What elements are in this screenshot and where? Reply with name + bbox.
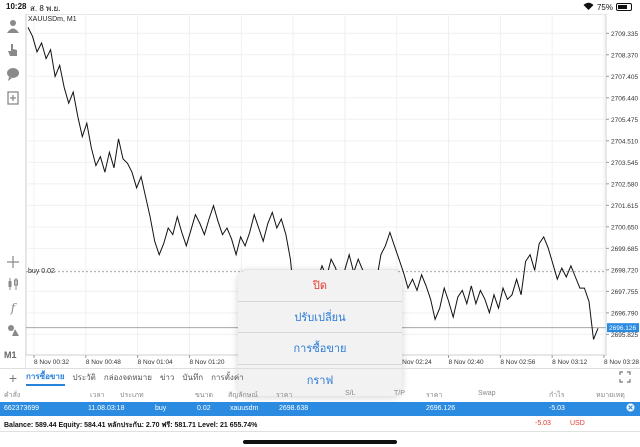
buy-line-label: buy 0.02 <box>28 268 55 275</box>
x-tick-label: 8 Nov 02:40 <box>449 359 484 366</box>
account-summary: Balance: 589.44 Equity: 584.41 หลักประกั… <box>0 416 640 432</box>
timeframe-label[interactable]: M1 <box>4 350 17 360</box>
col-order: คำสั่ง <box>4 392 21 399</box>
wifi-icon <box>583 2 594 12</box>
row-price: 2698.638 <box>279 405 309 412</box>
add-tab-button[interactable]: + <box>8 369 18 386</box>
row-size: 0.02 <box>197 405 211 412</box>
price-chart[interactable]: 2709.335 2708.370 2707.405 2706.440 2705.475… <box>26 14 640 368</box>
y-tick-label: 2707.405 <box>611 74 638 81</box>
x-tick-label: 8 Nov 00:48 <box>86 359 121 366</box>
col-symbol: สัญลักษณ์ <box>228 392 258 399</box>
x-tick-label: 8 Nov 03:28 <box>604 359 639 366</box>
close-position-button[interactable]: ปิด <box>238 270 402 302</box>
y-tick-label: 2699.685 <box>611 246 638 253</box>
x-tick-label: 8 Nov 01:04 <box>138 359 173 366</box>
chart-svg: 2709.335 2708.370 2707.405 2706.440 2705.475… <box>26 14 639 366</box>
total-profit: -5.03 <box>535 420 551 427</box>
chat-icon[interactable] <box>5 66 21 82</box>
chart-symbol-label: XAUUSDm, M1 <box>28 16 77 23</box>
add-document-icon[interactable] <box>5 90 21 106</box>
table-header: คำสั่ง เวลา ประเภท ขนาด สัญลักษณ์ ราคา S… <box>0 386 640 402</box>
status-right: 75% <box>583 2 632 12</box>
objects-icon[interactable] <box>5 322 21 338</box>
function-icon[interactable]: f <box>10 301 16 315</box>
status-date: ส. 8 พ.ย. <box>30 4 61 13</box>
tab-mailbox[interactable]: กล่องจดหมาย <box>103 373 152 382</box>
y-tick-label: 2708.370 <box>611 52 638 59</box>
candles-icon[interactable] <box>5 276 21 292</box>
x-tick-label: 8 Nov 02:56 <box>500 359 535 366</box>
expand-icon[interactable] <box>618 371 632 385</box>
col-note: หมายเหตุ <box>596 392 625 399</box>
col-time: เวลา <box>90 392 105 399</box>
current-price-tag-label: 2696.126 <box>609 325 636 332</box>
y-tick-label: 2697.755 <box>611 289 638 296</box>
home-indicator <box>243 440 397 444</box>
crosshair-icon[interactable] <box>5 254 21 270</box>
y-tick-label: 2704.510 <box>611 138 638 145</box>
x-tick-label: 8 Nov 03:12 <box>552 359 587 366</box>
x-tick-label: 8 Nov 01:20 <box>189 359 224 366</box>
battery-icon <box>616 3 632 11</box>
col-size: ขนาด <box>195 392 214 399</box>
col-price: ราคา <box>276 392 293 399</box>
tab-trade[interactable]: การซื้อขาย <box>26 370 65 386</box>
row-type: buy <box>155 405 167 412</box>
row-profit: -5.03 <box>549 405 565 412</box>
current-price-tag <box>607 323 639 333</box>
person-icon[interactable] <box>5 18 21 34</box>
col-profit: กำไร <box>549 392 565 399</box>
row-symbol: xauusdm <box>230 405 259 412</box>
close-row-icon[interactable] <box>626 403 635 414</box>
x-tick-label: 8 Nov 00:32 <box>34 359 69 366</box>
hand-pointer-icon[interactable] <box>5 42 21 58</box>
y-tick-label: 2701.615 <box>611 203 638 210</box>
y-tick-label: 2698.720 <box>611 267 638 274</box>
y-tick-label: 2700.650 <box>611 224 638 231</box>
row-time: 11.08.03:18 <box>88 405 125 412</box>
trade-button[interactable]: การซื้อขาย <box>238 333 402 365</box>
balance-text: Balance: 589.44 Equity: 584.41 หลักประกั… <box>4 422 258 429</box>
modify-position-button[interactable]: ปรับเปลี่ยน <box>238 302 402 333</box>
y-tick-label: 2703.545 <box>611 160 638 167</box>
col-sl: S/L <box>345 390 356 397</box>
y-tick-label: 2696.790 <box>611 310 638 317</box>
tab-news[interactable]: ข่าว <box>159 373 175 382</box>
battery-percent: 75% <box>596 2 613 12</box>
tab-history[interactable]: ประวัติ <box>72 373 96 382</box>
y-tick-label: 2705.475 <box>611 117 638 124</box>
y-tick-label: 2709.335 <box>611 31 638 38</box>
col-swap: Swap <box>478 390 496 397</box>
y-tick-label: 2702.580 <box>611 181 638 188</box>
chart-toolbar: f M1 <box>0 14 26 368</box>
status-time: 10:28 <box>6 2 27 11</box>
col-type: ประเภท <box>120 392 144 399</box>
trade-action-popup: ปิด ปรับเปลี่ยน การซื้อขาย กราฟ <box>238 270 402 396</box>
status-bar: 10:28 ส. 8 พ.ย. 75% <box>0 0 640 14</box>
table-row[interactable]: 662373699 11.08.03:18 buy 0.02 xauusdm 2… <box>0 402 640 416</box>
currency-label: USD <box>570 420 585 427</box>
chart-button[interactable]: กราฟ <box>306 375 334 388</box>
x-tick-label: 8 Nov 02:24 <box>397 359 432 366</box>
row-current-price: 2696.126 <box>426 405 456 412</box>
tab-settings[interactable]: การตั้งค่า <box>211 373 244 382</box>
y-tick-label: 2695.825 <box>611 332 638 339</box>
col-tp: T/P <box>394 390 405 397</box>
row-order: 662373699 <box>4 405 40 412</box>
tab-journal[interactable]: บันทึก <box>182 373 204 382</box>
y-tick-label: 2706.440 <box>611 95 638 102</box>
col-current-price: ราคา <box>426 392 443 399</box>
terminal-tabs: + การซื้อขาย ประวัติ กล่องจดหมาย ข่าว บั… <box>0 368 640 386</box>
